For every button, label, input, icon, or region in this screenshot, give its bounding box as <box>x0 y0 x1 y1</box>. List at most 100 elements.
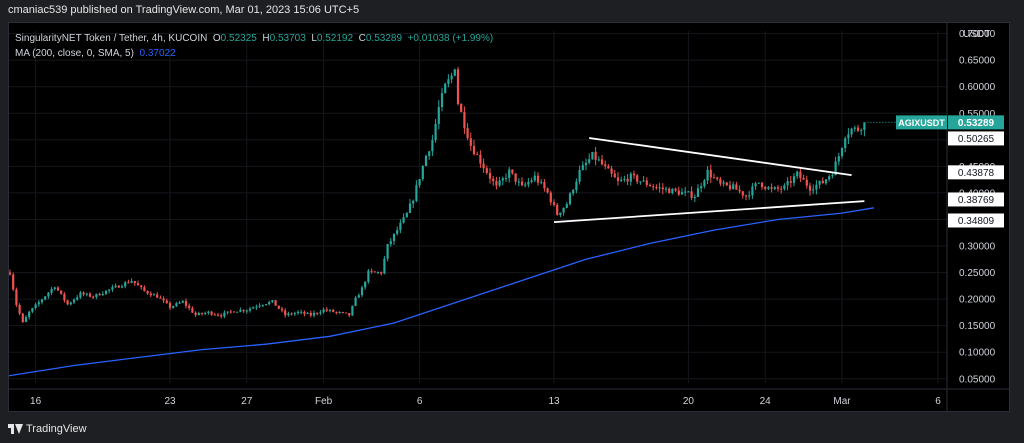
price-label-text: 0.38769 <box>958 195 995 206</box>
price-label-box <box>948 213 1004 228</box>
candle <box>341 311 344 314</box>
candle <box>396 226 399 236</box>
candle <box>152 293 156 296</box>
y-tick-label: 0.10000 <box>959 348 996 359</box>
price-label-text: 0.50265 <box>958 134 995 145</box>
candle <box>63 292 66 303</box>
candle-body <box>719 179 722 184</box>
candle <box>191 306 194 314</box>
candle-body <box>287 313 290 316</box>
x-tick-label: 13 <box>548 396 560 407</box>
candle-body <box>312 312 316 316</box>
candle-body <box>149 293 152 296</box>
close-value: 0.53289 <box>365 33 403 44</box>
candle <box>242 309 245 313</box>
candle <box>645 177 648 188</box>
candle <box>236 311 239 313</box>
candle <box>133 280 136 286</box>
candle-body <box>354 297 357 306</box>
candle <box>696 184 700 198</box>
candle <box>12 272 15 292</box>
candle <box>488 168 492 184</box>
candle <box>831 172 834 179</box>
candle-body <box>60 290 63 294</box>
candle <box>245 309 248 314</box>
candle-body <box>175 303 178 307</box>
candle-body <box>258 305 261 307</box>
candle <box>351 305 354 316</box>
candle <box>792 173 796 187</box>
candle-body <box>88 293 92 297</box>
candle <box>376 271 380 275</box>
candle <box>178 300 181 305</box>
candle <box>223 310 226 319</box>
candle-body <box>789 181 792 183</box>
candle <box>472 139 476 156</box>
candle-body <box>792 176 796 183</box>
candle-body <box>380 272 383 274</box>
candle-body <box>197 312 200 316</box>
candle-body <box>277 305 280 309</box>
candle <box>709 164 712 183</box>
candle-body <box>274 300 277 306</box>
candle-body <box>722 182 725 184</box>
candle <box>658 182 661 193</box>
candle <box>562 207 565 216</box>
candle-body <box>837 156 840 162</box>
candle <box>392 233 396 245</box>
candle <box>360 285 364 298</box>
candle <box>69 301 72 306</box>
candle <box>424 154 428 167</box>
candle <box>636 174 639 185</box>
candle <box>76 294 79 301</box>
candle-body <box>344 312 348 314</box>
candle <box>613 169 616 178</box>
candle <box>716 176 719 181</box>
candle-body <box>437 106 440 124</box>
candle-body <box>668 188 671 194</box>
candle-body <box>700 186 703 189</box>
candle <box>527 178 530 188</box>
y-tick-label: 0.05000 <box>959 374 996 385</box>
candle-body <box>453 69 456 76</box>
candle <box>591 151 594 160</box>
candle <box>220 313 223 319</box>
candle-body <box>655 187 658 189</box>
candle <box>652 183 655 191</box>
candle-body <box>24 317 28 322</box>
ma-label[interactable]: MA (200, close, 0, SMA, 5) <box>15 48 134 59</box>
candle <box>556 203 559 216</box>
price-label-box <box>948 192 1004 207</box>
candle-body <box>831 175 834 177</box>
candle-body <box>28 311 31 318</box>
chart-pane[interactable]: 0.05000 0.10000 0.15000 0.20000 0.25000 0.300… <box>8 22 1010 412</box>
symbol-title[interactable]: SingularityNET Token / Tether, 4h, KUCOI… <box>15 33 208 44</box>
candle <box>610 165 613 178</box>
candle-body <box>463 112 466 129</box>
candle <box>50 286 53 296</box>
candle <box>431 134 434 156</box>
candle <box>818 180 821 189</box>
low-value: 0.52192 <box>316 33 354 44</box>
candle-body <box>405 212 408 218</box>
high-label: H <box>262 33 270 44</box>
candle-body <box>626 178 629 182</box>
candle-body <box>95 293 98 298</box>
candle-body <box>684 191 687 193</box>
candle-body <box>220 315 223 317</box>
candle <box>453 68 456 77</box>
candle <box>415 180 418 203</box>
candle <box>130 278 133 284</box>
candle <box>552 199 556 207</box>
candle <box>284 308 287 318</box>
candle <box>447 74 450 88</box>
candle-body <box>143 287 146 291</box>
candle-body <box>309 312 312 316</box>
candle <box>533 171 536 183</box>
price-chart[interactable]: 0.05000 0.10000 0.15000 0.20000 0.25000 0.300… <box>9 23 1009 411</box>
footer-brand: TradingView <box>8 420 87 438</box>
candle-body <box>696 188 700 197</box>
candle <box>469 132 472 151</box>
x-tick-label: 23 <box>164 396 176 407</box>
lower-trendline <box>553 200 865 224</box>
